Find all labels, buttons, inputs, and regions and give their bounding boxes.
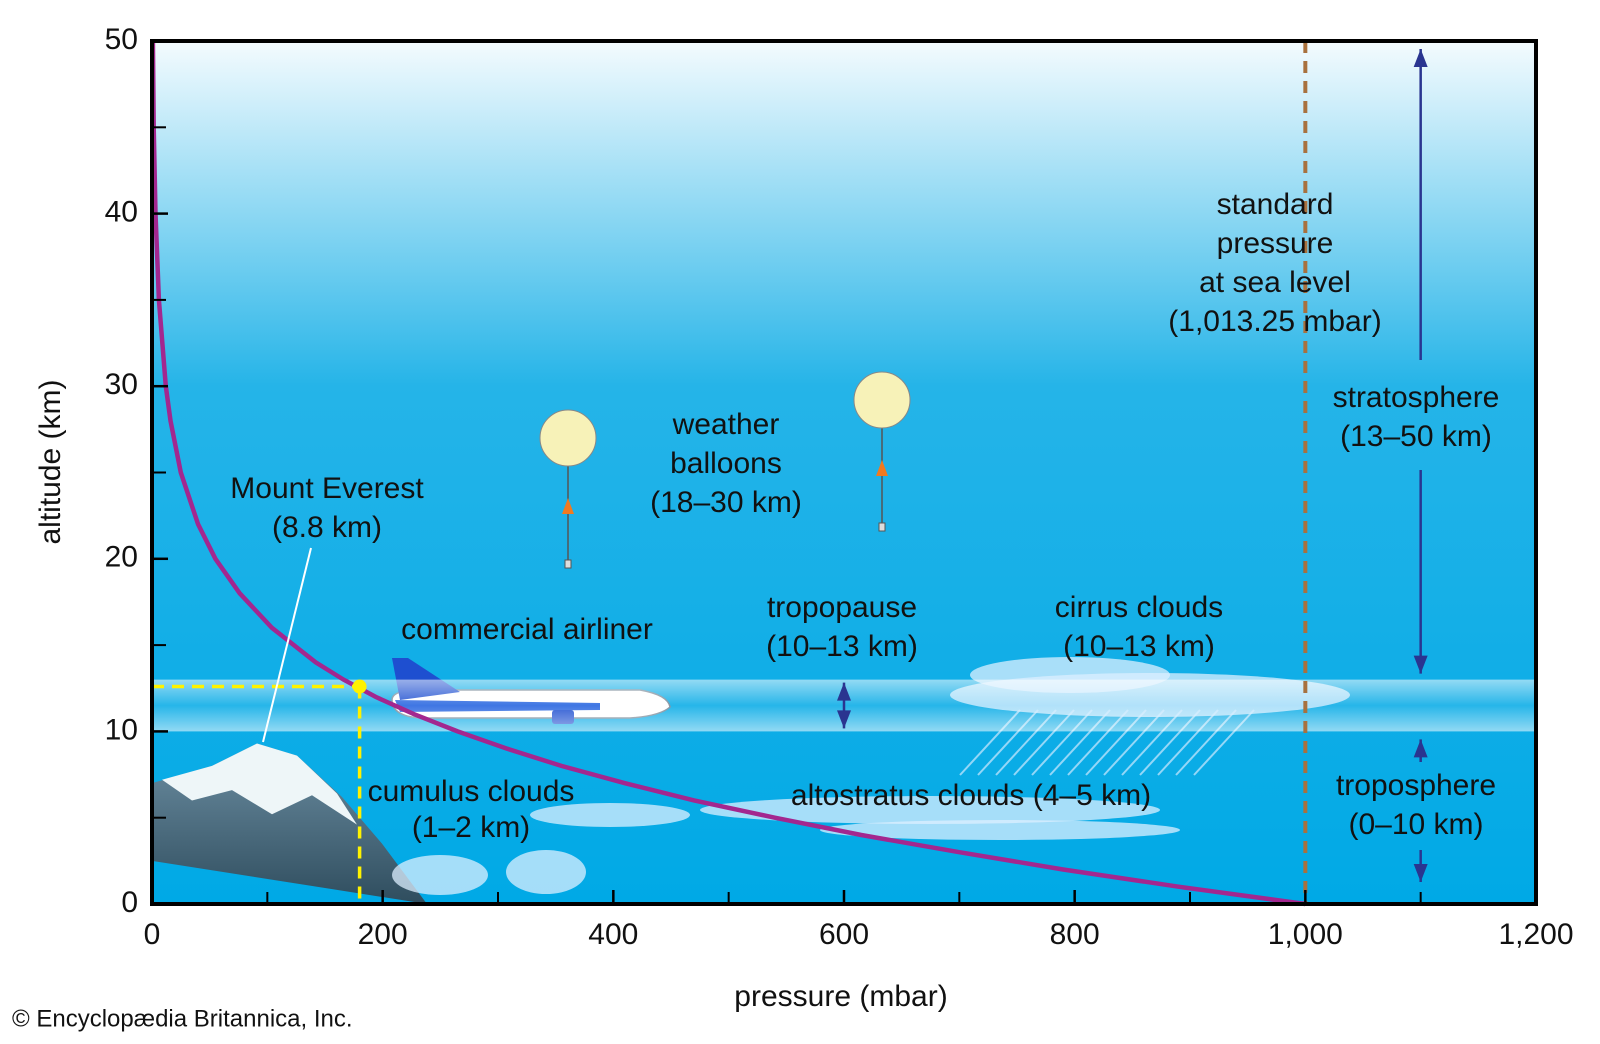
- annotation: (10–13 km): [766, 630, 918, 663]
- stratosphere-arrow-head: [1413, 49, 1428, 67]
- annotation: (13–50 km): [1340, 420, 1492, 453]
- balloon: [539, 409, 597, 467]
- y-tick-label: 50: [105, 23, 138, 56]
- annotation: at sea level: [1199, 266, 1351, 299]
- cloud: [530, 803, 690, 827]
- tropopause-arrow-head: [837, 682, 851, 701]
- x-tick-label: 800: [1050, 918, 1100, 951]
- annotation: balloons: [670, 447, 782, 480]
- balloon-payload: [876, 460, 888, 476]
- balloon-box: [564, 559, 572, 569]
- y-axis-label: altitude (km): [34, 379, 67, 544]
- x-tick-label: 200: [358, 918, 408, 951]
- troposphere-arrow-head: [1413, 739, 1428, 758]
- everest-pointer: [262, 547, 312, 743]
- stratosphere-arrow-head: [1413, 655, 1428, 674]
- annotation: pressure: [1217, 227, 1334, 260]
- annotation: cumulus clouds: [368, 775, 575, 808]
- credit: © Encyclopædia Britannica, Inc.: [12, 1005, 353, 1032]
- y-tick-label: 10: [105, 713, 138, 746]
- annotation: Mount Everest: [230, 472, 424, 505]
- annotation: commercial airliner: [401, 613, 653, 646]
- annotation: weather: [672, 408, 780, 441]
- annotation: (8.8 km): [272, 511, 382, 544]
- tropopause-arrow-head: [837, 710, 851, 729]
- y-tick-label: 20: [105, 541, 138, 574]
- annotation: (1,013.25 mbar): [1168, 305, 1381, 338]
- cloud: [392, 855, 488, 895]
- mountain-snow: [162, 743, 357, 825]
- x-axis-label: pressure (mbar): [734, 980, 947, 1013]
- cloud: [820, 820, 1180, 840]
- annotation: altostratus clouds (4–5 km): [791, 779, 1151, 812]
- y-tick-label: 30: [105, 368, 138, 401]
- everest-marker: [352, 679, 367, 694]
- annotation: (1–2 km): [412, 811, 530, 844]
- balloon-payload: [562, 498, 574, 514]
- x-tick-label: 600: [819, 918, 869, 951]
- annotation: troposphere: [1336, 769, 1496, 802]
- chart-layer: 0 200 400 600 800 1,000 1,200 0 10 20 30 40 50 standa…: [105, 23, 1574, 951]
- y-tick-label: 40: [105, 196, 138, 229]
- annotation: stratosphere: [1333, 381, 1500, 414]
- y-tick-label: 0: [121, 886, 138, 919]
- annotation: (18–30 km): [650, 486, 802, 519]
- annotation: standard: [1217, 188, 1334, 221]
- x-tick-label: 400: [588, 918, 638, 951]
- balloon-box: [878, 522, 886, 532]
- annotation: tropopause: [767, 591, 917, 624]
- x-tick-label: 1,200: [1498, 918, 1573, 951]
- cloud: [506, 850, 586, 894]
- annotation: cirrus clouds: [1055, 591, 1223, 624]
- cloud: [700, 796, 1160, 824]
- x-tick-label: 0: [144, 918, 161, 951]
- balloon: [853, 371, 911, 429]
- troposphere-arrow-head: [1413, 864, 1428, 882]
- annotation: (10–13 km): [1063, 630, 1215, 663]
- annotation: (0–10 km): [1348, 808, 1483, 841]
- x-tick-label: 1,000: [1268, 918, 1343, 951]
